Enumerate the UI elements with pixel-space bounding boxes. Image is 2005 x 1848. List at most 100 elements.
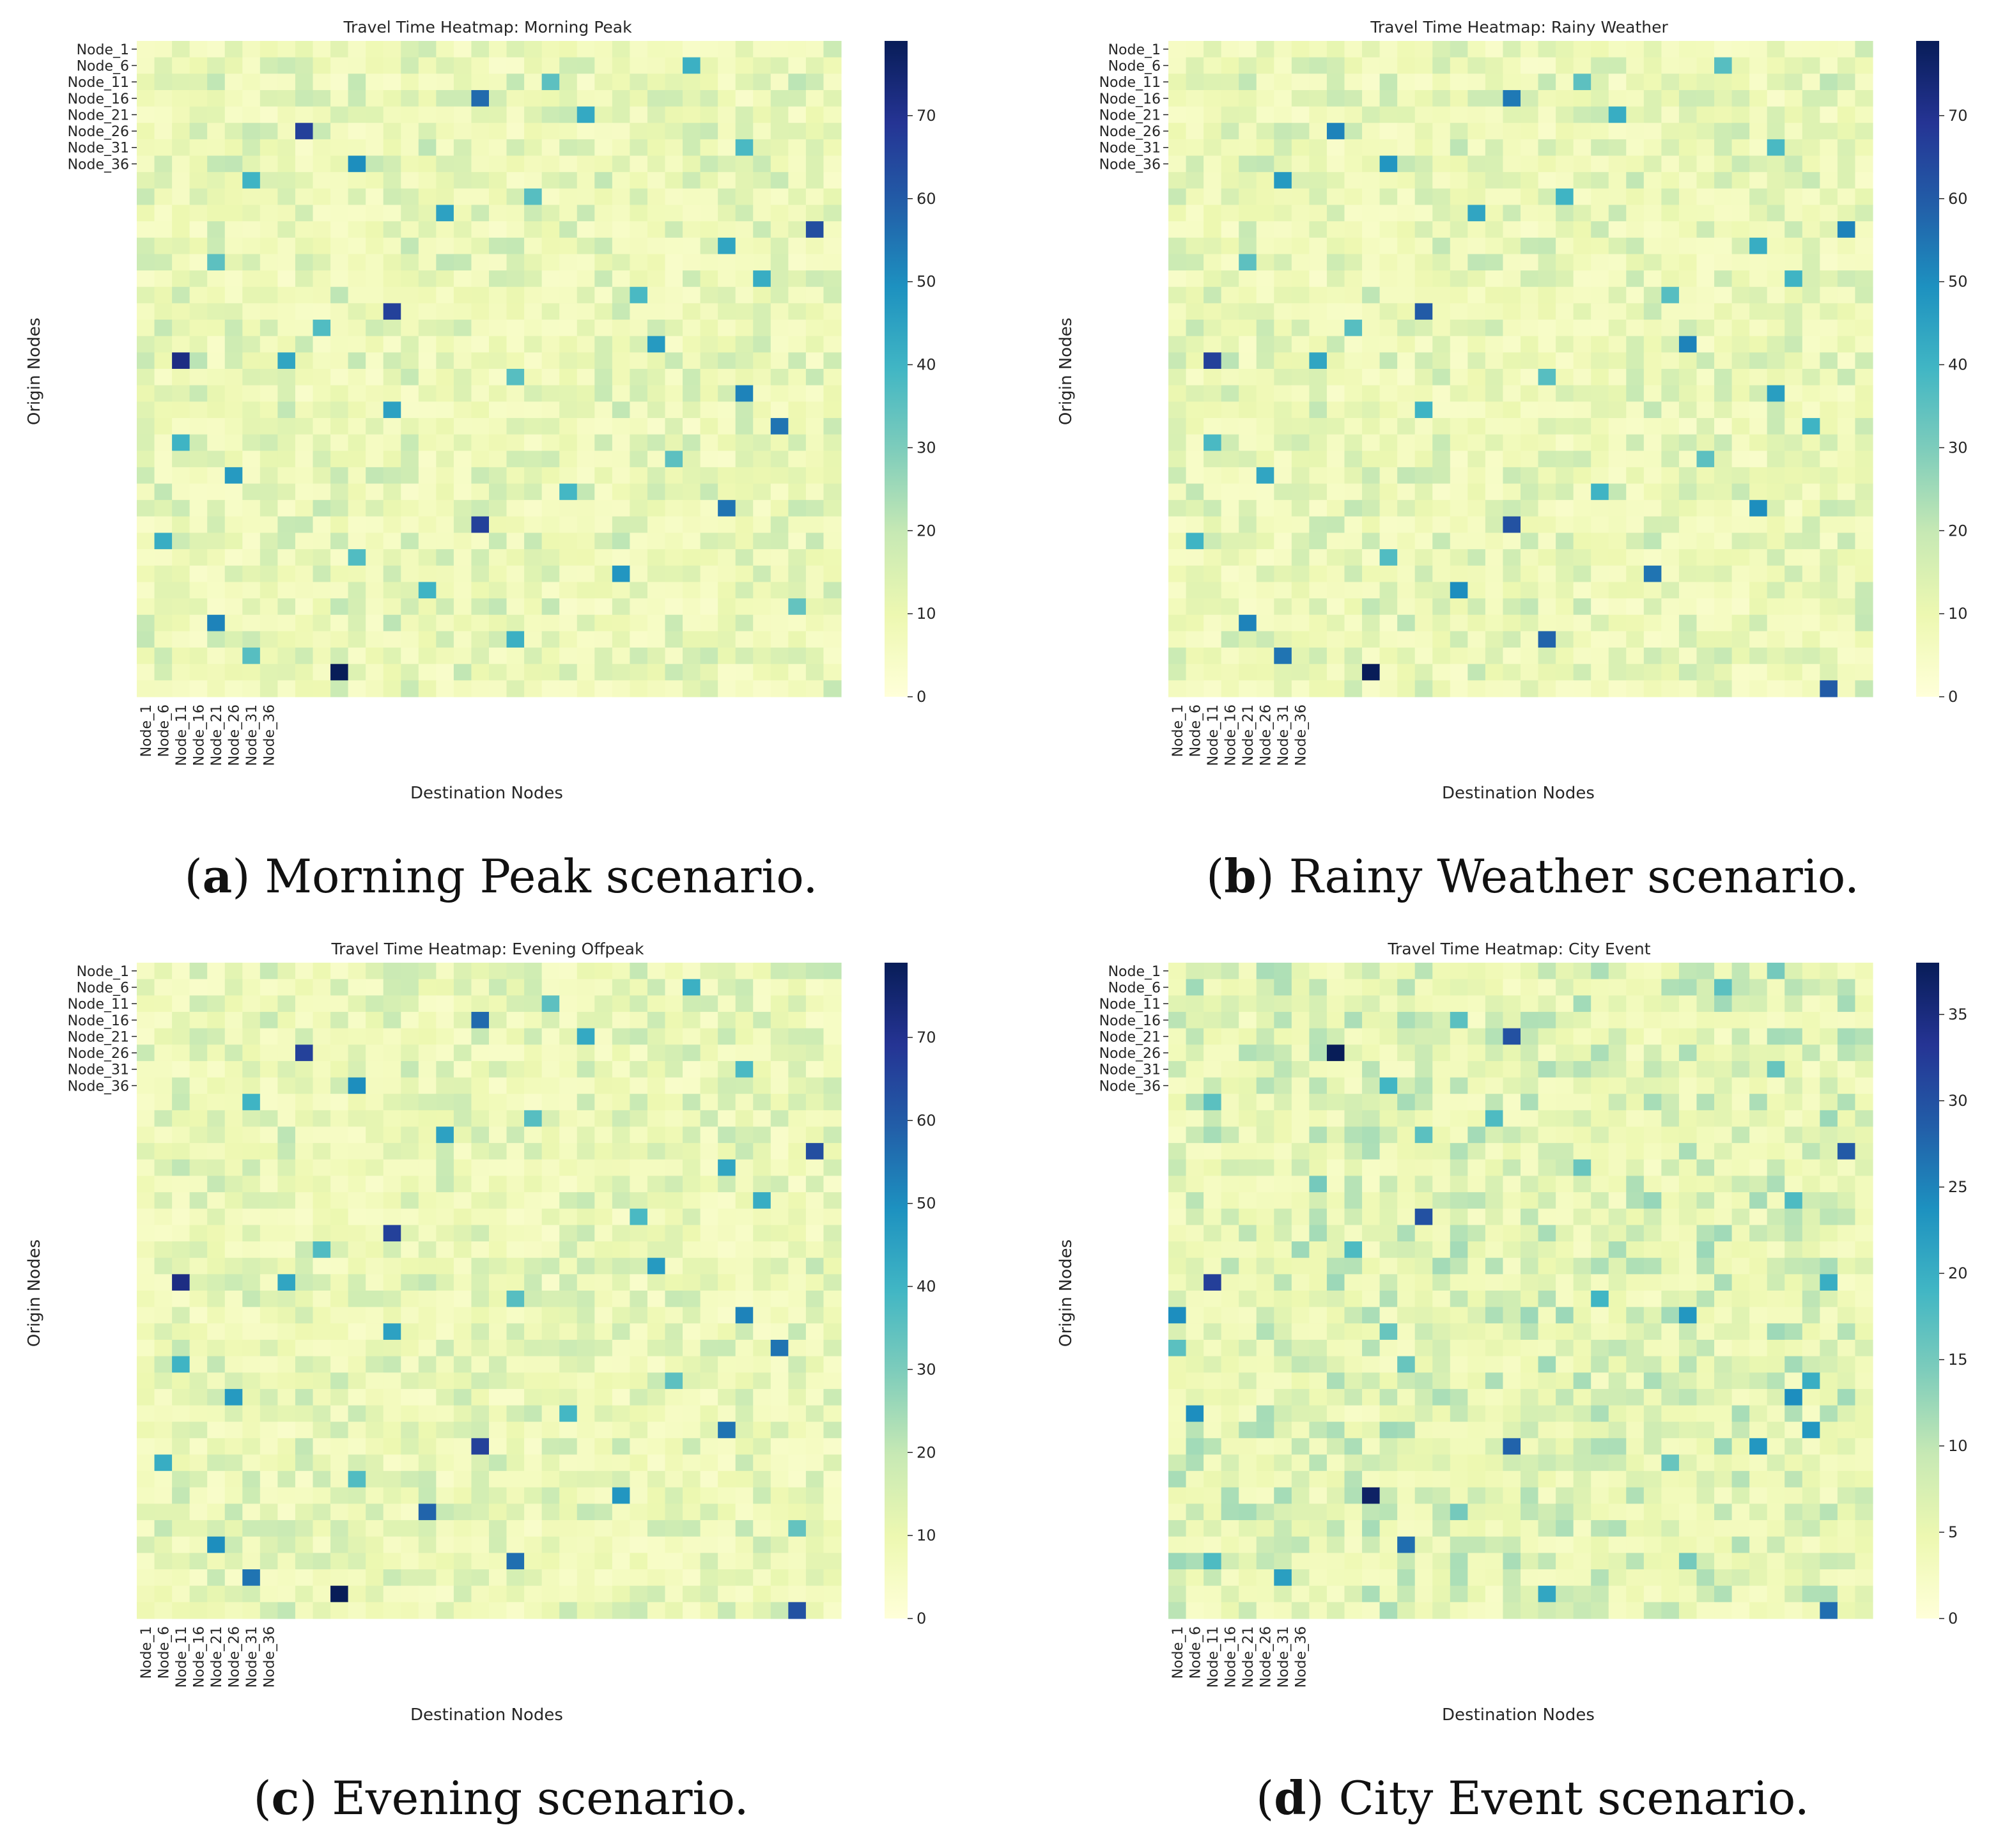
heatmap-cell [524,139,543,157]
heatmap-cell [594,106,613,123]
heatmap-cell [805,123,824,140]
heatmap-cell [700,139,718,157]
heatmap-cell [224,123,243,140]
heatmap-cell [506,41,525,58]
heatmap-cell [506,89,525,107]
heatmap-cell [1626,963,1645,980]
heatmap-cell [1432,963,1451,980]
heatmap-cell [559,155,578,173]
heatmap-cell [630,106,648,123]
heatmap-cell [1256,979,1274,996]
heatmap-cell [524,106,543,123]
heatmap-cell [189,123,208,140]
heatmap-cell [524,74,543,91]
heatmap-cell [594,74,613,91]
heatmap-cell [277,123,296,140]
heatmap-cell [137,172,155,189]
heatmap-cell [295,57,314,74]
heatmap-cell [630,139,648,157]
heatmap-cell [1837,963,1856,980]
heatmap-cell [700,74,718,91]
heatmap-cell [383,123,401,140]
heatmap-cell [630,74,648,91]
heatmap-cell [630,41,648,58]
heatmap-cell [1643,963,1662,980]
heatmap-cell [436,155,454,173]
heatmap-cell [506,123,525,140]
heatmap-cell [418,139,437,157]
heatmap-cell [823,123,842,140]
heatmap-cell [383,41,401,58]
heatmap-cell [207,57,226,74]
heatmap-cell [313,123,331,140]
heatmap-cell [383,172,401,189]
heatmap-cell [823,57,842,74]
heatmap-cell [683,139,701,157]
heatmap-cell [366,57,384,74]
heatmap-cell [559,106,578,123]
heatmap-cell [788,41,807,58]
heatmap-cell [718,139,736,157]
heatmap-cell [453,57,472,74]
heatmap-cell [612,139,630,157]
heatmap-cell [489,89,507,107]
heatmap-cell [1291,963,1310,980]
heatmap-cell [453,155,472,173]
heatmap-cell [330,74,349,91]
heatmap-cell [207,172,226,189]
heatmap-cell [313,89,331,107]
heatmap-cell [401,106,419,123]
heatmap-cell [366,41,384,58]
heatmap-cell [471,123,490,140]
heatmap-cell [137,89,155,107]
heatmap-cell [436,106,454,123]
heatmap-cell [1802,963,1820,980]
heatmap-cell [805,57,824,74]
heatmap-cell [436,89,454,107]
heatmap-cell [366,74,384,91]
heatmap-cell [366,106,384,123]
heatmap-cell [559,172,578,189]
heatmap-cell [1731,963,1750,980]
heatmap-cell [137,123,155,140]
heatmap-cell [224,155,243,173]
heatmap-cell [753,106,771,123]
heatmap-cell [154,106,173,123]
heatmap-cell [259,172,278,189]
heatmap-cell [647,41,666,58]
heatmap-cell [718,123,736,140]
heatmap-cell [647,74,666,91]
heatmap-cell [665,41,683,58]
heatmap-cell [330,41,349,58]
heatmap-cell [348,89,366,107]
heatmap-cell [770,123,789,140]
heatmap-cell [489,172,507,189]
heatmap-cell [313,155,331,173]
heatmap-cell [453,123,472,140]
heatmap-cell [242,106,261,123]
heatmap-cell [665,89,683,107]
heatmap-cell [207,74,226,91]
heatmap-cell [1239,963,1257,980]
heatmap-cell [1379,979,1398,996]
heatmap-cell [577,41,595,58]
heatmap-cell [718,41,736,58]
heatmap-cell [348,172,366,189]
heatmap-cell [559,74,578,91]
heatmap-cell [207,89,226,107]
heatmap-cell [489,57,507,74]
heatmap-cell [770,89,789,107]
heatmap-cell [1221,963,1239,980]
heatmap-cell [401,74,419,91]
heatmap-cell [137,155,155,173]
heatmap-cell [1661,963,1680,980]
heatmap-cell [1467,963,1486,980]
heatmap-cell [612,106,630,123]
heatmap-cell [788,123,807,140]
heatmap-cell [277,139,296,157]
heatmap-cell [735,106,754,123]
heatmap-cell [541,74,560,91]
heatmap-cell [436,123,454,140]
heatmap-cell [137,139,155,157]
